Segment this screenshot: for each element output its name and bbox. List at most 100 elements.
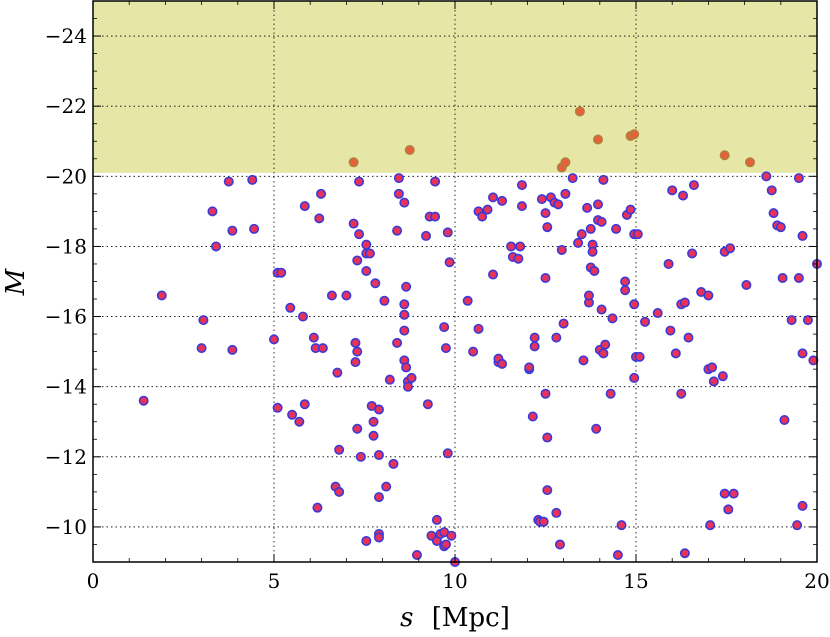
x-axis-label: s [Mpc] xyxy=(400,603,510,633)
data-point xyxy=(211,241,222,252)
x-tick-label: 0 xyxy=(87,569,100,593)
data-point xyxy=(538,516,549,527)
data-point xyxy=(393,188,404,199)
data-point xyxy=(442,448,453,459)
data-point xyxy=(761,171,772,182)
data-point xyxy=(354,176,365,187)
data-point xyxy=(542,485,553,496)
data-point xyxy=(596,304,607,315)
data-point xyxy=(379,295,390,306)
data-point xyxy=(361,535,372,546)
data-point xyxy=(793,173,804,184)
data-point xyxy=(687,248,698,259)
data-point xyxy=(497,358,508,369)
data-point xyxy=(348,218,359,229)
data-point xyxy=(536,194,547,205)
data-point xyxy=(223,176,234,187)
data-point xyxy=(596,216,607,227)
data-point-shaded xyxy=(560,157,571,168)
data-point xyxy=(793,272,804,283)
y-tick-label: −24 xyxy=(45,24,87,48)
data-point xyxy=(488,192,499,203)
data-point xyxy=(556,244,567,255)
data-point xyxy=(462,295,473,306)
data-point xyxy=(620,276,631,287)
data-point xyxy=(553,199,564,210)
data-point xyxy=(540,208,551,219)
data-point xyxy=(249,223,260,234)
x-tick-labels: 0 5 10 15 20 xyxy=(87,569,830,593)
data-point xyxy=(368,416,379,427)
data-point xyxy=(679,297,690,308)
data-point xyxy=(334,444,345,455)
data-point xyxy=(399,325,410,336)
data-point xyxy=(632,229,643,240)
data-point-shaded xyxy=(629,129,640,140)
data-point xyxy=(488,269,499,280)
data-point xyxy=(524,362,535,373)
data-point xyxy=(797,500,808,511)
data-point xyxy=(388,458,399,469)
data-point xyxy=(741,280,752,291)
grid-lines xyxy=(93,1,817,562)
data-point xyxy=(513,253,524,264)
data-point xyxy=(373,492,384,503)
data-point xyxy=(587,246,598,257)
data-point xyxy=(373,404,384,415)
data-point xyxy=(688,180,699,191)
data-point xyxy=(777,272,788,283)
data-point xyxy=(276,267,287,278)
data-point xyxy=(542,432,553,443)
data-point xyxy=(227,225,238,236)
data-point xyxy=(560,188,571,199)
data-point xyxy=(196,343,207,354)
data-point xyxy=(592,199,603,210)
data-point xyxy=(406,372,417,383)
data-point xyxy=(361,239,372,250)
data-point xyxy=(591,423,602,434)
data-point xyxy=(797,230,808,241)
data-point xyxy=(317,343,328,354)
y-tick-label: −10 xyxy=(45,515,87,539)
data-point xyxy=(516,201,527,212)
data-point-shaded xyxy=(404,145,415,156)
data-point xyxy=(373,450,384,461)
data-point xyxy=(542,222,553,233)
data-point xyxy=(607,313,618,324)
data-point xyxy=(439,322,450,333)
data-point xyxy=(430,211,441,222)
data-point xyxy=(402,381,413,392)
data-point xyxy=(707,362,718,373)
data-point xyxy=(582,202,593,213)
y-tick-label: −12 xyxy=(45,445,87,469)
data-point-shaded xyxy=(719,150,730,161)
data-point xyxy=(364,248,375,259)
data-point xyxy=(401,362,412,373)
data-point xyxy=(719,488,730,499)
data-point xyxy=(477,211,488,222)
data-point xyxy=(797,348,808,359)
data-point-shaded xyxy=(348,157,359,168)
data-point xyxy=(287,409,298,420)
data-point xyxy=(399,197,410,208)
data-point xyxy=(399,299,410,310)
data-point xyxy=(529,341,540,352)
data-point xyxy=(326,290,337,301)
data-point xyxy=(268,334,279,345)
data-point xyxy=(573,237,584,248)
data-point xyxy=(401,281,412,292)
data-point xyxy=(352,255,363,266)
y-axis-label: M xyxy=(1,267,31,296)
data-point xyxy=(411,549,422,560)
data-point xyxy=(308,332,319,343)
data-point xyxy=(334,486,345,497)
data-point xyxy=(354,229,365,240)
data-point xyxy=(381,481,392,492)
data-point xyxy=(678,190,689,201)
data-point xyxy=(578,355,589,366)
data-point xyxy=(138,395,149,406)
data-point xyxy=(297,311,308,322)
data-point xyxy=(679,548,690,559)
axis-ticks xyxy=(92,0,818,562)
